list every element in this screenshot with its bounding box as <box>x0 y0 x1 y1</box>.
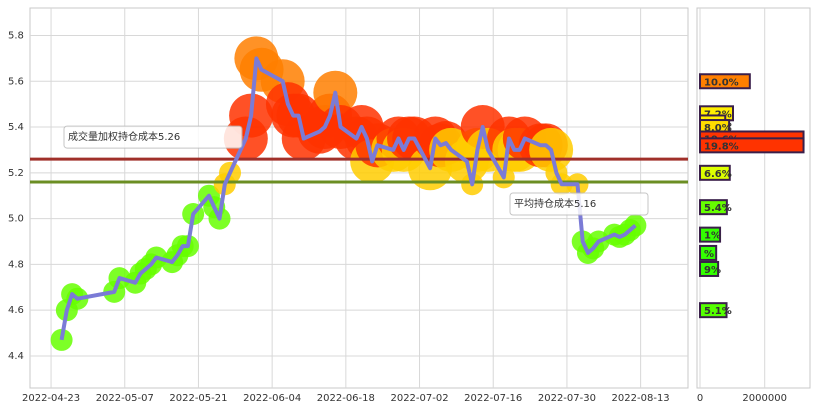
x-tick-label: 2022-04-23 <box>22 393 80 404</box>
chip-bar <box>699 164 731 181</box>
x-tick-label: 2000000 <box>742 393 787 404</box>
chip-bar <box>699 244 718 261</box>
cost-label-box <box>63 125 243 149</box>
chip-bar <box>699 260 720 277</box>
y-tick-label: 4.6 <box>8 305 24 316</box>
y-tick-label: 4.4 <box>8 351 24 362</box>
chip-label: 8.0% <box>704 123 732 134</box>
chip-label: 5.4% <box>704 203 732 214</box>
chip-bar <box>699 137 805 154</box>
y-tick-label: 4.8 <box>8 259 24 270</box>
x-tick-label: 2022-08-13 <box>612 393 670 404</box>
x-tick-label: 0 <box>697 393 703 404</box>
chip-label: 10.0% <box>704 77 739 88</box>
x-tick-label: 2022-07-30 <box>538 393 596 404</box>
chip-label: 5.1% <box>704 306 732 317</box>
price-line <box>59 56 637 341</box>
chip-label: 9% <box>704 265 721 276</box>
y-tick-label: 5.0 <box>8 214 24 225</box>
chip-label: % <box>704 249 714 260</box>
chip-bar <box>699 302 728 319</box>
plot <box>30 36 688 351</box>
y-tick-label: 5.8 <box>8 30 24 41</box>
cost-label-box <box>509 192 649 216</box>
chip-bar <box>699 199 728 216</box>
chip-bar <box>699 73 751 90</box>
cost-label: 成交量加权持仓成本5.26 <box>68 130 180 143</box>
main-frame <box>29 7 689 389</box>
x-tick-label: 2022-05-07 <box>96 393 154 404</box>
side-frame <box>696 7 811 389</box>
x-tick-label: 2022-07-16 <box>464 393 522 404</box>
x-tick-label: 2022-07-02 <box>390 393 448 404</box>
x-tick-label: 2022-06-04 <box>243 393 301 404</box>
x-tick-label: 2022-05-21 <box>169 393 227 404</box>
cost-label: 平均持仓成本5.16 <box>514 197 596 210</box>
chip-label: 1% <box>704 231 721 242</box>
chip-glow <box>50 328 73 351</box>
y-tick-label: 5.2 <box>8 168 24 179</box>
x-tick-label: 2022-06-18 <box>317 393 375 404</box>
chip-label: 6.6% <box>704 169 732 180</box>
chip-label: 19.8% <box>704 141 739 152</box>
y-tick-label: 5.6 <box>8 76 24 87</box>
chip-bar <box>699 226 722 243</box>
y-tick-label: 5.4 <box>8 122 24 133</box>
